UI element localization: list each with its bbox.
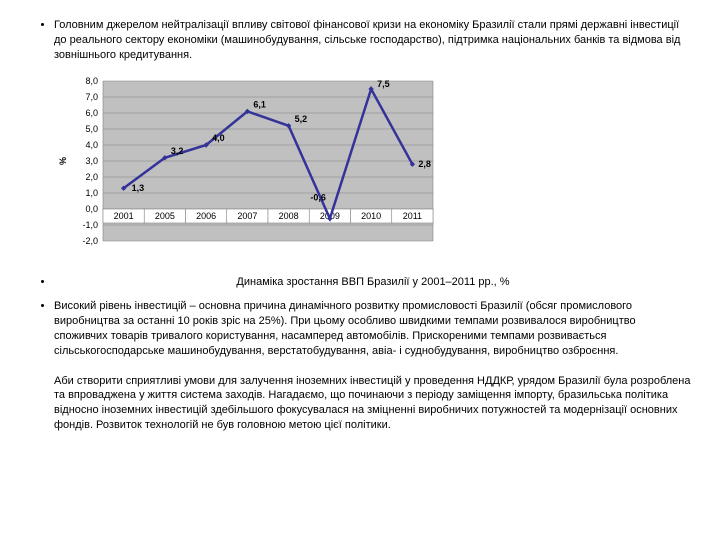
bullet-item: Головним джерелом нейтралізації впливу с… — [54, 18, 692, 63]
value-label: -0,6 — [310, 192, 326, 202]
y-tick-label: 0,0 — [85, 204, 98, 214]
value-label: 3,2 — [171, 145, 184, 155]
y-tick-label: -1,0 — [82, 220, 98, 230]
x-tick-label: 2007 — [237, 211, 257, 221]
x-tick-label: 2001 — [114, 211, 134, 221]
y-tick-label: 2,0 — [85, 172, 98, 182]
document-page: Головним джерелом нейтралізації впливу с… — [0, 0, 720, 540]
y-tick-label: 7,0 — [85, 92, 98, 102]
y-tick-label: 5,0 — [85, 124, 98, 134]
x-tick-label: 2006 — [196, 211, 216, 221]
y-tick-label: 4,0 — [85, 140, 98, 150]
value-label: 4,0 — [212, 133, 225, 143]
y-tick-label: -2,0 — [82, 236, 98, 246]
bullet-text: Високий рівень інвестицій – основна прич… — [54, 300, 636, 357]
chart: -2,0 -1,0 0,0 1,0 2,0 3,0 4,0 5,0 6,0 7,0 8,0 2001 2… — [48, 73, 448, 273]
bullet-list: Головним джерелом нейтралізації впливу с… — [28, 18, 692, 433]
chart-caption: Динаміка зростання ВВП Бразилії у 2001–2… — [54, 275, 692, 290]
y-tick-label: 6,0 — [85, 108, 98, 118]
bullet-item: Високий рівень інвестицій – основна прич… — [54, 299, 692, 433]
x-tick-label: 2005 — [155, 211, 175, 221]
value-label: 5,2 — [295, 113, 308, 123]
value-label: 1,3 — [132, 183, 145, 193]
chart-container: -2,0 -1,0 0,0 1,0 2,0 3,0 4,0 5,0 6,0 7,0 8,0 2001 2… — [48, 73, 448, 273]
chart-bullet: -2,0 -1,0 0,0 1,0 2,0 3,0 4,0 5,0 6,0 7,0 8,0 2001 2… — [54, 73, 692, 290]
y-tick-label: 1,0 — [85, 188, 98, 198]
y-tick-label: 3,0 — [85, 156, 98, 166]
y-axis-label: % — [58, 157, 68, 165]
value-label: 6,1 — [253, 99, 266, 109]
y-tick-label: 8,0 — [85, 76, 98, 86]
x-tick-label: 2010 — [361, 211, 381, 221]
x-tick-label: 2011 — [403, 211, 422, 221]
value-label: 7,5 — [377, 79, 390, 89]
x-tick-label: 2008 — [279, 211, 299, 221]
value-label: 2,8 — [418, 159, 431, 169]
bullet-text: Аби створити сприятливі умови для залуче… — [54, 375, 690, 432]
